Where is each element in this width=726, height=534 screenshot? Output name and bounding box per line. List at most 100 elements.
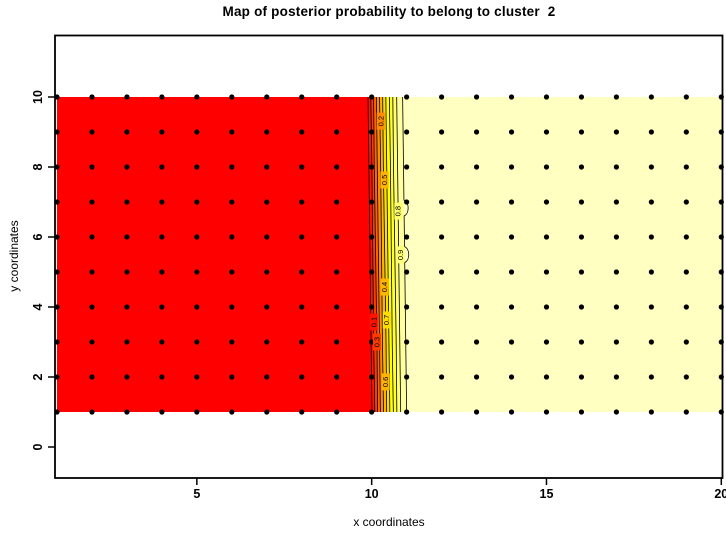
grid-point (578, 409, 585, 415)
grid-point (648, 234, 654, 240)
grid-point (159, 339, 165, 345)
grid-point (264, 374, 270, 380)
grid-point (159, 409, 165, 415)
grid-point (578, 234, 585, 240)
grid-point (89, 304, 95, 310)
contour-label: 0.8 (394, 206, 403, 216)
x-axis-title: x coordinates (353, 515, 425, 529)
grid-point (508, 339, 515, 345)
y-tick-label: 6 (31, 233, 45, 240)
grid-point (508, 234, 515, 240)
grid-point (334, 164, 340, 170)
grid-point (89, 199, 95, 205)
grid-point (543, 269, 550, 275)
grid-point (473, 129, 480, 135)
grid-point (543, 129, 550, 135)
grid-point (438, 339, 445, 345)
grid-point (613, 374, 620, 380)
grid-point (473, 409, 480, 415)
grid-point (89, 374, 95, 380)
grid-point (194, 129, 200, 135)
contour-line (367, 96, 373, 412)
grid-point (683, 374, 689, 380)
grid-point (89, 129, 95, 135)
grid-point (648, 164, 654, 170)
grid-point (438, 129, 445, 135)
grid-point (299, 409, 305, 415)
contour-line (392, 96, 398, 413)
grid-point (299, 199, 305, 205)
grid-point (404, 374, 410, 380)
grid-point (369, 409, 375, 415)
contour-line (373, 96, 379, 413)
y-tick-label: 4 (31, 303, 45, 310)
grid-point (648, 94, 654, 100)
grid-point (124, 339, 130, 345)
grid-point (229, 374, 235, 380)
grid-point (264, 269, 270, 275)
grid-point (124, 129, 130, 135)
grid-point (473, 304, 480, 310)
grid-point (578, 269, 585, 275)
low-probability-region (57, 97, 374, 412)
grid-point (194, 374, 200, 380)
grid-point (229, 409, 235, 415)
grid-point (683, 339, 689, 345)
grid-point (473, 339, 480, 345)
grid-point (299, 129, 305, 135)
grid-point (404, 129, 410, 135)
grid-point (438, 94, 445, 100)
grid-point (613, 129, 620, 135)
grid-point (159, 94, 165, 100)
grid-point (299, 234, 305, 240)
grid-point (508, 374, 515, 380)
grid-point (613, 234, 620, 240)
contour-label: 0.5 (380, 175, 389, 185)
grid-point (229, 199, 235, 205)
grid-point (683, 409, 689, 415)
grid-point (613, 304, 620, 310)
y-tick-label: 10 (31, 90, 45, 104)
grid-point (89, 409, 95, 415)
contour-label: 0.6 (381, 377, 390, 387)
contour-label-gap (380, 278, 389, 296)
grid-point (508, 269, 515, 275)
grid-point (404, 199, 410, 205)
grid-point (683, 234, 689, 240)
grid-point (369, 304, 375, 310)
grid-point (264, 164, 270, 170)
contour-label-gap (376, 112, 385, 130)
grid-point (508, 199, 515, 205)
contour-band-stripe (370, 97, 378, 412)
grid-point (159, 129, 165, 135)
grid-point (369, 94, 375, 100)
contour-line (385, 96, 391, 413)
grid-point (194, 339, 200, 345)
grid-point (543, 94, 550, 100)
grid-point (473, 199, 480, 205)
grid-point (438, 199, 445, 205)
high-probability-region (400, 97, 723, 412)
grid-point (438, 269, 445, 275)
grid-point (89, 269, 95, 275)
grid-point (543, 304, 550, 310)
grid-point (124, 269, 130, 275)
grid-point (194, 164, 200, 170)
grid-point (229, 304, 235, 310)
contour-label: 0.7 (382, 315, 391, 325)
contour-label: 0.3 (372, 337, 381, 347)
grid-point (229, 339, 235, 345)
grid-point (473, 164, 480, 170)
y-tick-label: 0 (31, 443, 45, 450)
grid-point (683, 269, 689, 275)
grid-point (648, 199, 654, 205)
grid-point (578, 304, 585, 310)
grid-points (54, 94, 724, 415)
grid-point (369, 129, 375, 135)
contour-label-gap (396, 246, 405, 264)
grid-point (229, 269, 235, 275)
grid-point (159, 269, 165, 275)
contour-band-stripe (389, 97, 398, 412)
grid-point (648, 409, 654, 415)
grid-point (438, 409, 445, 415)
